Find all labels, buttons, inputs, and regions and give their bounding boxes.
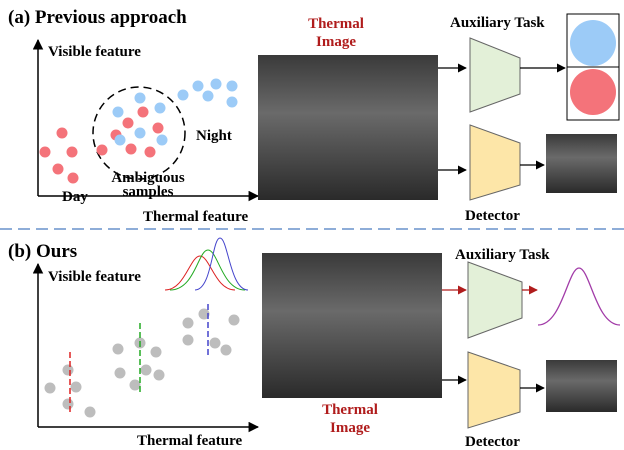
sample-dot bbox=[126, 144, 137, 155]
image-label: Thermal bbox=[322, 402, 378, 418]
sample-dot bbox=[221, 345, 232, 356]
panel-label: (b) Ours bbox=[8, 241, 77, 262]
distribution bbox=[165, 256, 235, 290]
sample-dot bbox=[68, 173, 79, 184]
sample-dot bbox=[193, 81, 204, 92]
sample-dot bbox=[53, 164, 64, 175]
distribution bbox=[195, 238, 248, 290]
aux-task-label: Auxiliary Task bbox=[450, 15, 545, 31]
ambiguous-label: samples bbox=[123, 184, 174, 200]
sample-dot bbox=[97, 145, 108, 156]
aux-head bbox=[470, 38, 520, 112]
detection-output bbox=[546, 360, 617, 412]
cluster-label: Night bbox=[196, 128, 232, 144]
sample-dot bbox=[211, 79, 222, 90]
x-axis-label: Thermal feature bbox=[137, 433, 242, 449]
sample-dot bbox=[115, 135, 126, 146]
sample-dot bbox=[141, 365, 152, 376]
sample-dot bbox=[135, 128, 146, 139]
sample-dot bbox=[40, 147, 51, 158]
sample-dot bbox=[67, 147, 78, 158]
sample-dot bbox=[203, 91, 214, 102]
sample-dot bbox=[154, 370, 165, 381]
sample-dot bbox=[138, 107, 149, 118]
distribution bbox=[538, 268, 620, 325]
sample-dot bbox=[130, 380, 141, 391]
sample-dot bbox=[151, 347, 162, 358]
sample-dot bbox=[57, 128, 68, 139]
sample-dot bbox=[113, 107, 124, 118]
sample-dot bbox=[113, 344, 124, 355]
sample-dot bbox=[45, 383, 56, 394]
sample-dot bbox=[135, 93, 146, 104]
samples bbox=[45, 309, 240, 418]
image-label: Image bbox=[316, 34, 356, 50]
sample-dot bbox=[123, 118, 134, 129]
distribution bbox=[170, 250, 245, 290]
detector-label: Detector bbox=[465, 434, 520, 450]
sample-dot bbox=[115, 368, 126, 379]
image-label: Thermal bbox=[308, 16, 364, 32]
sample-dot bbox=[63, 399, 74, 410]
figure: (a) Previous approach Visible feature Th… bbox=[0, 0, 624, 450]
page: {"panel_a": {"label": "(a) Previous appr… bbox=[0, 0, 624, 450]
sample-dot bbox=[157, 135, 168, 146]
detection-output bbox=[546, 134, 617, 193]
sample-dot bbox=[183, 318, 194, 329]
x-axis-label: Thermal feature bbox=[143, 209, 248, 225]
sample-dot bbox=[183, 335, 194, 346]
sample-dot bbox=[227, 81, 238, 92]
aux-head bbox=[468, 262, 522, 338]
y-axis-label: Visible feature bbox=[48, 44, 141, 60]
panel-label: (a) Previous approach bbox=[8, 7, 187, 28]
aux-task-label: Auxiliary Task bbox=[455, 247, 550, 263]
thermal-image bbox=[258, 55, 438, 200]
sample-dot bbox=[229, 315, 240, 326]
image-label: Image bbox=[330, 420, 370, 436]
sample-dot bbox=[153, 123, 164, 134]
day-class bbox=[570, 69, 616, 115]
night-class bbox=[570, 20, 616, 66]
sample-dot bbox=[210, 338, 221, 349]
cluster-label: Day bbox=[62, 189, 88, 205]
sample-dot bbox=[85, 407, 96, 418]
thermal-image bbox=[262, 253, 442, 398]
sample-dot bbox=[155, 103, 166, 114]
detector-label: Detector bbox=[465, 208, 520, 224]
y-axis-label: Visible feature bbox=[48, 269, 141, 285]
sample-dot bbox=[145, 147, 156, 158]
sample-dot bbox=[71, 382, 82, 393]
sample-dot bbox=[178, 90, 189, 101]
sample-dot bbox=[227, 97, 238, 108]
detector-head bbox=[470, 125, 520, 200]
detector-head bbox=[468, 352, 520, 428]
sample-dot bbox=[63, 365, 74, 376]
